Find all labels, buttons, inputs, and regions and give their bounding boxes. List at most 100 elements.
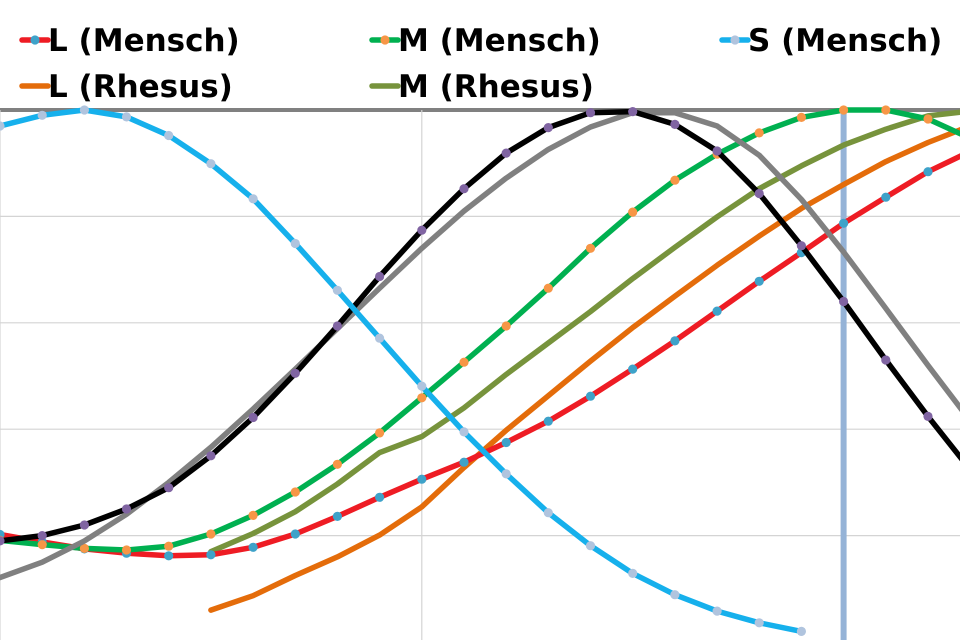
series-line — [0, 108, 960, 544]
data-point — [796, 241, 807, 251]
series-line — [0, 107, 960, 553]
data-point — [796, 112, 807, 122]
data-point — [417, 474, 427, 484]
legend-label: M (Mensch) — [398, 23, 601, 59]
data-point — [37, 531, 47, 541]
data-point — [0, 536, 5, 546]
data-point — [248, 412, 258, 423]
legend-entry: M (Rhesus) — [369, 69, 594, 105]
data-point — [332, 459, 342, 469]
data-point — [332, 511, 342, 521]
data-point — [712, 306, 722, 316]
data-point — [501, 321, 511, 331]
legend-entry: L (Mensch) — [19, 23, 240, 59]
data-point — [839, 218, 849, 228]
data-point — [459, 184, 469, 194]
legend-marker-swatch — [730, 35, 740, 45]
series-lines — [0, 105, 960, 637]
data-point — [881, 355, 891, 365]
legend-marker-swatch — [380, 35, 390, 45]
data-point — [670, 175, 680, 185]
data-point — [670, 336, 680, 346]
series-line — [208, 127, 960, 613]
data-point — [417, 381, 427, 391]
data-point — [79, 105, 89, 115]
data-point — [585, 108, 596, 118]
series-unlabelled-6 — [0, 109, 960, 581]
data-point — [248, 510, 258, 520]
data-point — [754, 618, 764, 628]
gridlines — [0, 108, 960, 640]
data-point — [290, 368, 300, 378]
data-point — [839, 105, 849, 115]
legend: L (Mensch) M (Mensch) S (Mensch) L (Rhesus)… — [19, 23, 942, 105]
data-point — [628, 364, 638, 374]
data-point — [796, 626, 807, 637]
data-point — [290, 529, 300, 539]
data-point — [290, 238, 300, 249]
legend-label: S (Mensch) — [748, 23, 942, 59]
series-l-rhesus — [208, 127, 960, 613]
data-point — [712, 146, 722, 156]
data-point — [501, 148, 511, 158]
data-point — [248, 542, 258, 552]
legend-entry: S (Mensch) — [719, 23, 942, 59]
legend-entry: M (Mensch) — [369, 23, 601, 59]
data-point — [79, 520, 89, 530]
data-point — [121, 504, 132, 514]
data-point — [923, 411, 933, 421]
legend-entry: L (Rhesus) — [19, 69, 233, 105]
data-point — [670, 590, 680, 600]
data-point — [628, 207, 638, 217]
data-point — [121, 112, 132, 122]
data-point — [164, 130, 174, 141]
data-point — [543, 283, 553, 293]
legend-label: M (Rhesus) — [398, 69, 594, 105]
legend-marker-swatch — [30, 35, 40, 45]
data-point — [206, 529, 216, 539]
data-point — [290, 487, 300, 497]
data-point — [206, 159, 216, 169]
data-point — [459, 457, 469, 467]
data-point — [501, 469, 511, 479]
series-m-mensch — [0, 105, 960, 555]
data-point — [375, 492, 385, 502]
data-point — [670, 119, 680, 129]
data-point — [121, 545, 132, 555]
data-point — [881, 192, 891, 202]
data-point — [37, 540, 47, 550]
data-point — [375, 271, 385, 282]
data-point — [501, 437, 511, 448]
series-s-mensch — [0, 105, 807, 637]
data-point — [459, 357, 469, 367]
data-point — [79, 543, 89, 554]
data-point — [712, 606, 722, 616]
legend-label: L (Rhesus) — [48, 69, 233, 105]
data-point — [585, 391, 596, 401]
data-point — [543, 508, 553, 518]
data-point — [375, 428, 385, 438]
data-point — [923, 167, 933, 177]
data-point — [585, 243, 596, 253]
series-line — [0, 109, 960, 581]
data-point — [628, 107, 638, 117]
data-point — [923, 114, 933, 124]
data-point — [628, 568, 638, 579]
data-point — [417, 393, 427, 403]
data-point — [754, 188, 764, 199]
data-point — [881, 105, 891, 115]
data-point — [375, 333, 385, 343]
data-point — [754, 128, 764, 138]
data-point — [164, 483, 174, 493]
series-unlabelled-5 — [0, 107, 960, 546]
data-point — [839, 296, 849, 307]
data-point — [543, 416, 553, 426]
data-point — [585, 541, 596, 551]
data-point — [332, 285, 342, 295]
data-point — [164, 551, 174, 561]
data-point — [206, 451, 216, 461]
data-point — [248, 194, 258, 204]
legend-label: L (Mensch) — [48, 23, 240, 59]
data-point — [459, 427, 469, 437]
